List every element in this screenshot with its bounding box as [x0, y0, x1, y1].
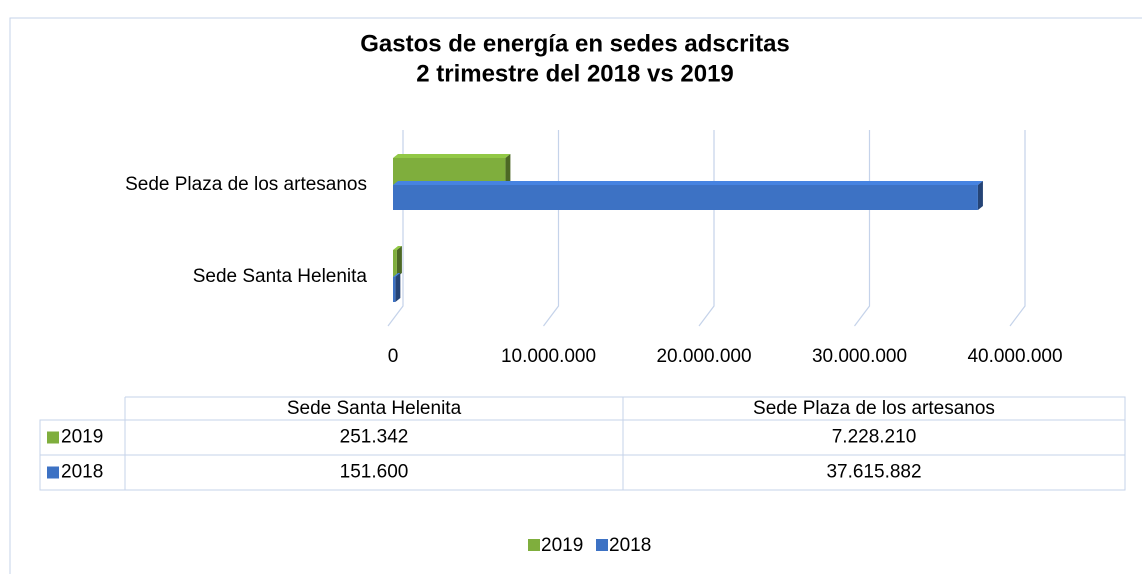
bar-face: [393, 154, 511, 158]
bar: [393, 154, 511, 185]
x-tick-label: 10.000.000: [501, 346, 596, 367]
bar: [393, 181, 983, 210]
bar-face: [393, 185, 978, 210]
table-legend-key: [47, 431, 59, 444]
chart-title: Gastos de energía en sedes adscritas: [360, 30, 790, 57]
legend-label: 2018: [609, 535, 651, 556]
x-tick-label: 40.000.000: [967, 346, 1062, 367]
bar: [393, 246, 402, 277]
table-row-label: 2018: [61, 462, 103, 483]
table-header: Sede Santa Helenita: [287, 398, 462, 419]
chart-subtitle: 2 trimestre del 2018 vs 2019: [416, 60, 734, 87]
table-cell: 7.228.210: [832, 427, 917, 448]
y-tick-label: Sede Plaza de los artesanos: [125, 174, 367, 195]
x-tick-label: 20.000.000: [656, 346, 751, 367]
chart-border: [9, 17, 1142, 574]
grid-line: [1009, 130, 1026, 327]
table-row-label: 2019: [61, 427, 103, 448]
bar-face: [393, 277, 396, 302]
table-header: Sede Plaza de los artesanos: [753, 398, 995, 419]
bar-face: [395, 273, 401, 302]
x-tick-label: 30.000.000: [812, 346, 907, 367]
x-tick-label: 0: [388, 346, 399, 367]
bar-face: [977, 181, 983, 210]
table-cell: 251.342: [340, 427, 409, 448]
bar-face: [505, 154, 511, 185]
bar-face: [393, 273, 401, 277]
bar-face: [396, 246, 402, 277]
bar-face: [393, 158, 506, 185]
bar-face: [393, 246, 402, 250]
y-tick-label: Sede Santa Helenita: [193, 266, 368, 287]
legend-label: 2019: [541, 535, 583, 556]
bar: [393, 273, 401, 302]
bar-face: [393, 181, 983, 185]
table-cell: 37.615.882: [826, 462, 921, 483]
table-grid: [39, 396, 1126, 491]
table-legend-key: [47, 466, 59, 479]
bar-face: [393, 250, 397, 277]
legend-key: [596, 539, 608, 551]
table-cell: 151.600: [340, 462, 409, 483]
legend-key: [528, 539, 540, 551]
